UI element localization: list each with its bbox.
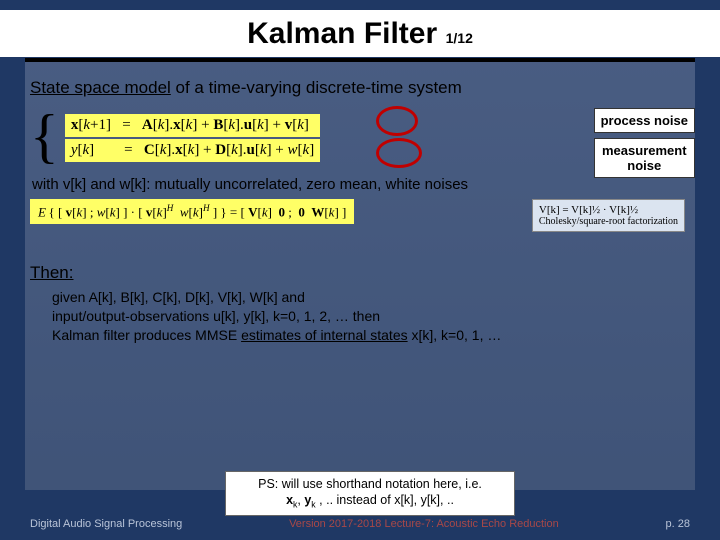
slide-subtitle: 1/12 bbox=[446, 30, 473, 46]
slide-footer: Digital Audio Signal Processing Version … bbox=[30, 518, 690, 530]
heading-rest: of a time-varying discrete-time system bbox=[171, 78, 462, 97]
footer-left: Digital Audio Signal Processing bbox=[30, 518, 182, 530]
process-noise-circle bbox=[376, 106, 418, 136]
footer-middle: Version 2017-2018 Lecture-7: Acoustic Ec… bbox=[289, 518, 559, 530]
footer-right: p. 28 bbox=[666, 518, 690, 530]
measurement-noise-label: measurementnoise bbox=[594, 138, 695, 178]
section-heading: State space model of a time-varying disc… bbox=[30, 78, 695, 98]
cholesky-eq: V[k] = V[k]½ · V[k]½ bbox=[539, 204, 678, 216]
heading-underlined: State space model bbox=[30, 78, 171, 97]
covariance-row: E { [ v[k] ; w[k] ] · [ v[k]H w[k]H ] } … bbox=[30, 199, 695, 249]
then-line2: input/output-observations u[k], y[k], k=… bbox=[52, 307, 695, 326]
state-equations-row: { x[k+1] = A[k].x[k] + B[k].u[k] + v[k] … bbox=[30, 108, 695, 168]
slide-title: Kalman Filter bbox=[247, 17, 437, 50]
state-equation-2: y[k] = C[k].x[k] + D[k].u[k] + w[k] bbox=[65, 139, 320, 162]
covariance-equation: E { [ v[k] ; w[k] ] · [ v[k]H w[k]H ] } … bbox=[30, 199, 354, 224]
brace-icon: { bbox=[30, 106, 59, 166]
ps-note-box: PS: will use shorthand notation here, i.… bbox=[225, 471, 515, 516]
measurement-noise-circle bbox=[376, 138, 422, 168]
cholesky-caption: Cholesky/square-root factorization bbox=[539, 216, 678, 227]
then-line1: given A[k], B[k], C[k], D[k], V[k], W[k]… bbox=[52, 288, 695, 307]
title-underline bbox=[25, 58, 695, 62]
then-line3: Kalman filter produces MMSE estimates of… bbox=[52, 326, 695, 345]
process-noise-label: process noise bbox=[594, 108, 695, 133]
then-body: given A[k], B[k], C[k], D[k], V[k], W[k]… bbox=[52, 288, 695, 345]
slide-content: State space model of a time-varying disc… bbox=[30, 78, 695, 345]
noise-labels-column: process noise measurementnoise bbox=[594, 108, 695, 178]
state-equation-1: x[k+1] = A[k].x[k] + B[k].u[k] + v[k] bbox=[65, 114, 320, 137]
ps-line1: PS: will use shorthand notation here, i.… bbox=[231, 476, 509, 492]
cholesky-box: V[k] = V[k]½ · V[k]½ Cholesky/square-roo… bbox=[532, 199, 685, 232]
title-bar: Kalman Filter 1/12 bbox=[0, 10, 720, 57]
equation-stack: x[k+1] = A[k].x[k] + B[k].u[k] + v[k] y[… bbox=[65, 113, 320, 163]
ps-line2: xk, yk , .. instead of x[k], y[k], .. bbox=[231, 492, 509, 511]
then-heading: Then: bbox=[30, 263, 695, 283]
noise-description: with v[k] and w[k]: mutually uncorrelate… bbox=[32, 176, 695, 193]
